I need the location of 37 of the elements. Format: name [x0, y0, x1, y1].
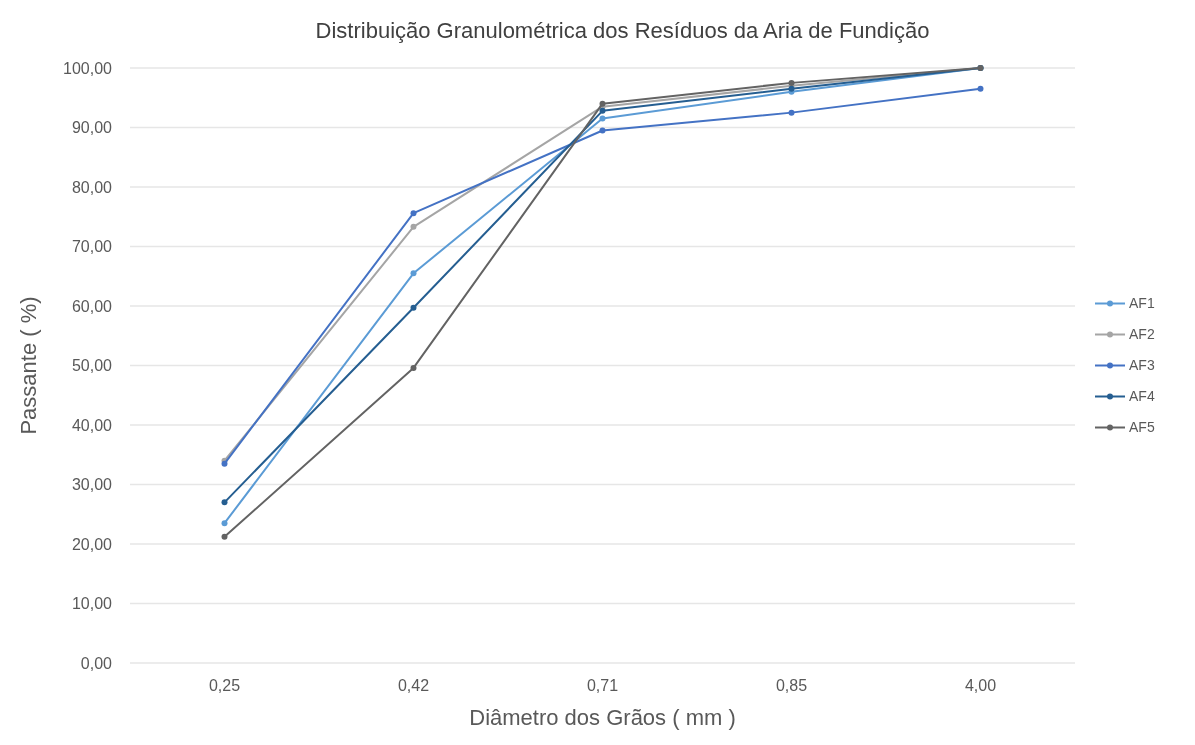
x-tick-label: 0,71 [586, 677, 619, 694]
point [788, 109, 795, 116]
legend-label: AF5 [1129, 419, 1155, 436]
legend-label: AF4 [1129, 388, 1155, 405]
point [599, 107, 606, 114]
y-axis-title: Passante ( %) [16, 296, 41, 435]
x-tick-label: 0,25 [208, 677, 241, 694]
x-axis-title: Diâmetro dos Grãos ( mm ) [469, 705, 736, 730]
point [221, 499, 228, 506]
point [977, 85, 984, 92]
y-tick-label: 80,00 [71, 178, 113, 196]
point [410, 210, 417, 217]
point [599, 127, 606, 134]
legend-label: AF3 [1129, 357, 1155, 374]
chart-title: Distribuição Granulométrica dos Resíduos da Aria de Fundição [315, 18, 930, 43]
y-tick-label: 100,00 [63, 59, 113, 77]
y-tick-label: 30,00 [71, 476, 113, 494]
point [410, 223, 417, 230]
point [410, 270, 417, 277]
x-tick-label: 4,00 [964, 677, 997, 694]
y-tick-label: 40,00 [71, 416, 113, 434]
point [221, 533, 228, 540]
x-tick-label: 0,42 [397, 677, 430, 694]
point [410, 364, 417, 371]
point [410, 304, 417, 311]
y-tick-label: 10,00 [71, 595, 113, 613]
point [221, 520, 228, 527]
y-tick-label: 0,00 [80, 654, 113, 672]
legend-label: AF1 [1129, 295, 1155, 312]
y-tick-label: 60,00 [71, 297, 113, 315]
legend-label: AF2 [1129, 326, 1155, 343]
x-tick-label: 0,85 [775, 677, 808, 694]
y-tick-label: 90,00 [71, 119, 113, 137]
point [599, 115, 606, 122]
y-tick-label: 50,00 [71, 357, 113, 375]
y-tick-label: 20,00 [71, 535, 113, 553]
y-tick-label: 70,00 [71, 238, 113, 256]
